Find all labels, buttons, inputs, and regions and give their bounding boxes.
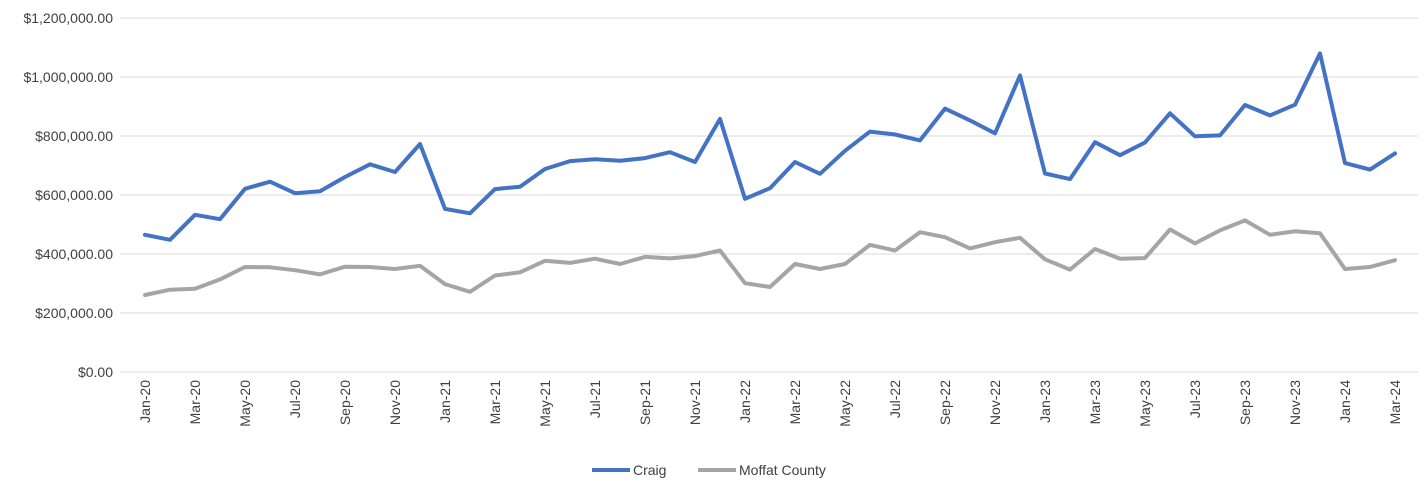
y-tick-label: $200,000.00 xyxy=(35,305,113,321)
x-tick-label: Mar-23 xyxy=(1087,380,1103,425)
x-tick-label: Jul-22 xyxy=(887,380,903,418)
series-lines xyxy=(143,51,1397,297)
x-tick-label: Nov-22 xyxy=(987,380,1003,425)
x-tick-label: Jan-23 xyxy=(1037,380,1053,423)
x-tick-label: Jan-21 xyxy=(437,380,453,423)
x-axis-tick-labels: Jan-20 Mar-20 May-20 Jul-20 Sep-20 Nov-20 Jan-… xyxy=(137,380,1403,427)
x-tick-label: Sep-20 xyxy=(337,380,353,425)
x-tick-label: Jul-20 xyxy=(287,380,303,418)
y-tick-label: $800,000.00 xyxy=(35,128,113,144)
x-tick-label: Mar-21 xyxy=(487,380,503,425)
legend-label-craig: Craig xyxy=(633,462,666,478)
x-tick-label: Nov-21 xyxy=(687,380,703,425)
x-tick-label: Nov-20 xyxy=(387,380,403,425)
series-line-craig xyxy=(143,51,1397,242)
x-tick-label: May-22 xyxy=(837,380,853,427)
x-tick-label: Jul-21 xyxy=(587,380,603,418)
y-tick-label: $0.00 xyxy=(78,364,113,380)
x-tick-label: Mar-22 xyxy=(787,380,803,425)
y-tick-label: $600,000.00 xyxy=(35,187,113,203)
x-tick-label: Sep-23 xyxy=(1237,380,1253,425)
x-tick-label: Jul-23 xyxy=(1187,380,1203,418)
series-line-moffat-county xyxy=(143,218,1397,297)
y-tick-label: $1,200,000.00 xyxy=(23,10,113,26)
y-tick-label: $1,000,000.00 xyxy=(23,69,113,85)
y-axis-tick-labels: $0.00 $200,000.00 $400,000.00 $600,000.00 $8… xyxy=(23,10,113,380)
x-tick-label: Mar-24 xyxy=(1387,380,1403,425)
gridlines xyxy=(120,17,1418,373)
y-tick-label: $400,000.00 xyxy=(35,246,113,262)
x-tick-label: Sep-22 xyxy=(937,380,953,425)
x-tick-label: Sep-21 xyxy=(637,380,653,425)
x-tick-label: May-21 xyxy=(537,380,553,427)
x-tick-label: Jan-22 xyxy=(737,380,753,423)
x-tick-label: May-20 xyxy=(237,380,253,427)
legend: Craig Moffat County xyxy=(592,462,826,478)
x-tick-label: Jan-24 xyxy=(1337,380,1353,423)
x-tick-label: May-23 xyxy=(1137,380,1153,427)
x-tick-label: Jan-20 xyxy=(137,380,153,423)
x-tick-label: Mar-20 xyxy=(187,380,203,425)
x-tick-label: Nov-23 xyxy=(1287,380,1303,425)
legend-label-moffat-county: Moffat County xyxy=(739,462,826,478)
